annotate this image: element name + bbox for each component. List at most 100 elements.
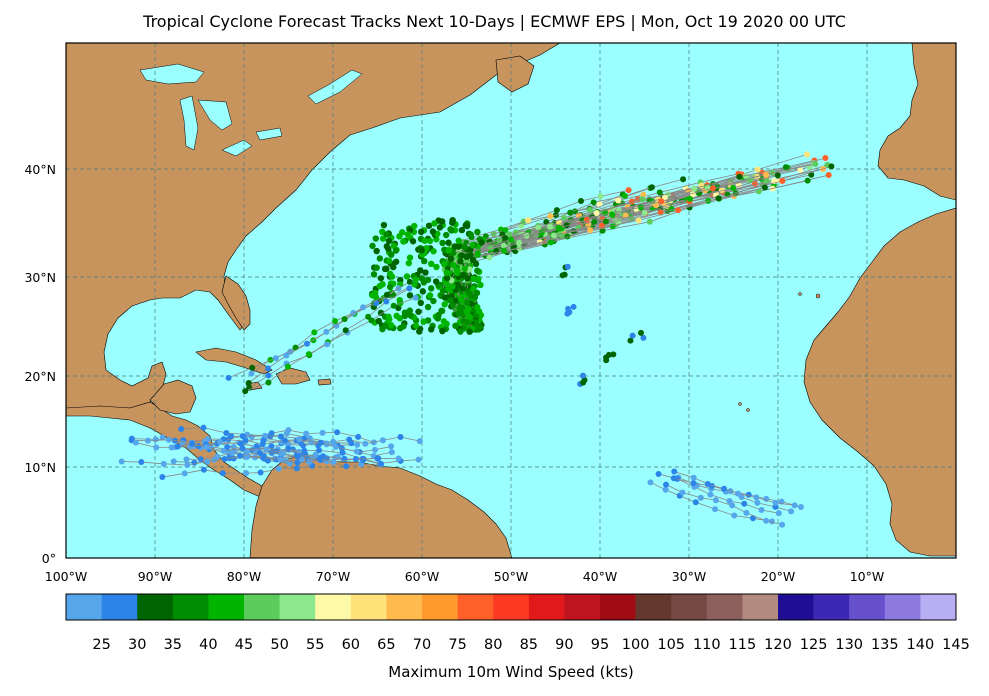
track-point <box>239 445 246 452</box>
track-point <box>220 447 227 454</box>
track-point <box>239 433 246 440</box>
track-point <box>265 372 272 379</box>
track-point <box>508 236 515 243</box>
colorbar-swatch <box>813 594 850 620</box>
track-point <box>455 237 462 244</box>
track-point <box>160 460 167 467</box>
track-point <box>417 228 425 236</box>
colorbar-label: 40 <box>199 637 217 653</box>
colorbar-label: 85 <box>520 637 538 653</box>
track-point <box>449 283 456 290</box>
colorbar-swatch <box>315 594 352 620</box>
track-point <box>443 231 450 239</box>
track-point <box>283 352 290 359</box>
track-point <box>474 228 481 236</box>
track-point <box>294 453 301 460</box>
track-point <box>593 209 600 216</box>
colorbar-label: 50 <box>270 637 288 653</box>
track-point <box>547 213 554 220</box>
track-point <box>330 459 337 466</box>
track-point <box>281 437 288 444</box>
track-point <box>563 222 570 229</box>
track-line <box>460 187 765 327</box>
track-point <box>441 301 448 308</box>
track-point <box>152 436 159 443</box>
track-point <box>609 223 616 230</box>
colorbar-swatch <box>208 594 245 620</box>
colorbar-label: 130 <box>835 637 863 653</box>
track-point <box>401 309 409 316</box>
colorbar-swatch <box>66 594 102 620</box>
track-point <box>709 185 716 192</box>
track-point <box>755 188 762 195</box>
track-point <box>417 299 424 307</box>
track-point <box>512 229 519 236</box>
track-point <box>426 237 434 245</box>
track-point <box>379 325 386 333</box>
track-point <box>217 438 224 445</box>
gridlines <box>66 43 956 558</box>
track-point <box>332 318 339 325</box>
track-point <box>296 436 303 443</box>
track-point <box>429 228 437 235</box>
track-point <box>248 433 255 440</box>
track-point <box>605 351 612 358</box>
track-point <box>466 313 474 321</box>
track-point <box>825 172 832 179</box>
track-point <box>445 239 452 246</box>
track-point <box>452 322 459 329</box>
track-point <box>754 166 761 173</box>
track-point <box>390 263 397 271</box>
track-point <box>621 192 628 199</box>
track-point <box>535 224 542 231</box>
track-point <box>579 372 586 379</box>
track-point <box>564 263 571 270</box>
track-point <box>395 455 402 462</box>
colorbar-swatch <box>244 594 280 620</box>
lat-tick-0: 0° <box>42 551 56 566</box>
track-point <box>470 275 477 283</box>
track-point <box>407 312 414 319</box>
track-point <box>374 455 381 462</box>
track-point <box>415 308 422 315</box>
colorbar-swatch <box>386 594 423 620</box>
track-point <box>319 429 326 436</box>
track-point <box>500 247 507 254</box>
land-puerto-rico <box>317 378 332 386</box>
track-point <box>377 309 385 317</box>
track-point <box>376 255 384 262</box>
track-point <box>427 260 435 268</box>
track-point <box>191 459 198 466</box>
track-point <box>379 437 386 444</box>
track-point <box>610 351 617 358</box>
track-point <box>451 243 459 250</box>
track-point <box>369 292 376 299</box>
track-point <box>214 453 221 460</box>
track-point <box>640 334 647 341</box>
track-point <box>458 252 465 259</box>
track-point <box>804 151 811 158</box>
colorbar-label: 35 <box>164 637 182 653</box>
lon-tick-10w: 10°W <box>850 569 885 584</box>
track-point <box>362 440 369 447</box>
track-point <box>365 313 372 320</box>
track-point <box>475 308 483 315</box>
track-point <box>707 491 714 498</box>
track-point <box>656 189 663 196</box>
track-point <box>646 218 653 225</box>
track-point <box>204 458 211 465</box>
track-point <box>334 429 341 436</box>
track-point <box>378 460 385 467</box>
track-point <box>343 463 350 470</box>
track-point <box>458 226 466 234</box>
track-point <box>360 304 367 311</box>
track-point <box>797 166 804 173</box>
track-point <box>478 239 485 246</box>
track-point <box>475 275 482 283</box>
track-point <box>458 296 465 303</box>
track-point <box>692 499 699 506</box>
track-point <box>284 363 291 370</box>
track-point <box>303 430 310 437</box>
track-point <box>550 232 557 239</box>
track-point <box>253 443 260 450</box>
